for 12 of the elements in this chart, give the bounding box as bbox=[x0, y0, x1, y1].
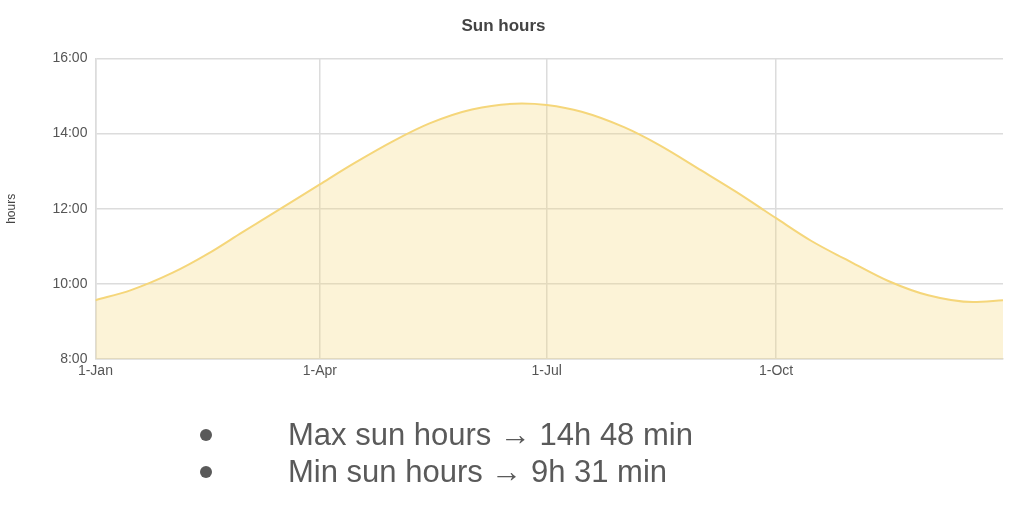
y-tick-label: 14:00 bbox=[52, 124, 88, 141]
y-tick-label: 12:00 bbox=[52, 199, 88, 216]
text: Min sun hours → 9h 31 min bbox=[288, 454, 668, 489]
x-tick-label: 1-Jul bbox=[531, 362, 562, 379]
x-tick-label: 1-Apr bbox=[302, 362, 338, 379]
text: Max sun hours → 14h 48 min bbox=[288, 417, 693, 452]
y-tick-label: 10:00 bbox=[52, 274, 88, 291]
y-axis-title: hours bbox=[3, 193, 18, 224]
x-tick-label: 1-Jan bbox=[77, 362, 113, 379]
y-tick-label: 16:00 bbox=[52, 49, 88, 66]
chart-title: Sun hours bbox=[461, 15, 546, 35]
x-tick-label: 1-Oct bbox=[758, 362, 794, 379]
